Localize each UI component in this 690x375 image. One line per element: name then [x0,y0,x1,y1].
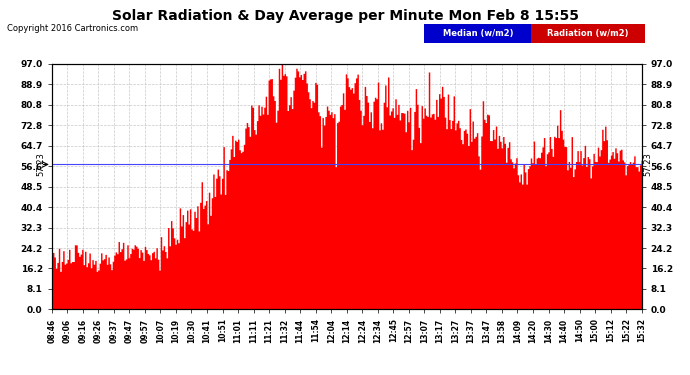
Text: Copyright 2016 Cartronics.com: Copyright 2016 Cartronics.com [7,24,138,33]
Text: Radiation (w/m2): Radiation (w/m2) [547,29,629,38]
Text: Solar Radiation & Day Average per Minute Mon Feb 8 15:55: Solar Radiation & Day Average per Minute… [112,9,578,23]
Text: 57.23: 57.23 [37,153,46,176]
Text: Median (w/m2): Median (w/m2) [442,29,513,38]
Text: 57.23: 57.23 [643,153,652,176]
